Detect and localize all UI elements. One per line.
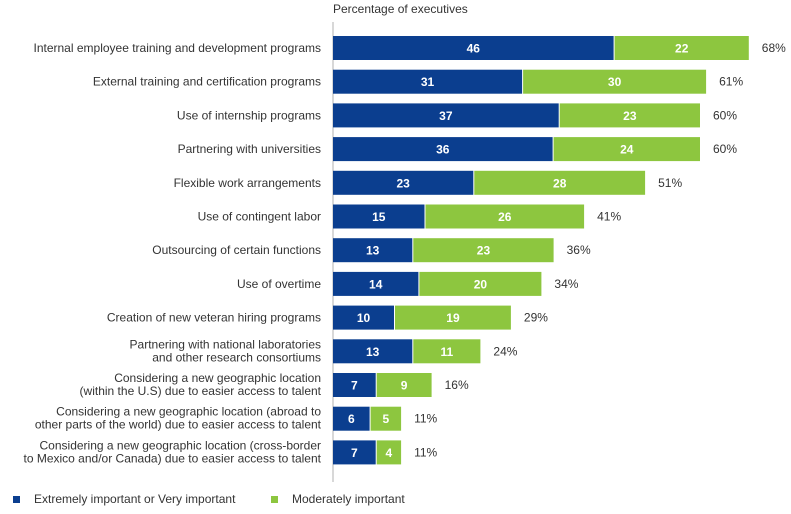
total-label-4: 60% <box>713 142 737 156</box>
category-label-line: to Mexico and/or Canada) due to easier a… <box>23 451 321 465</box>
bar-2-6 <box>425 204 585 229</box>
data-label-1-8: 14 <box>369 277 383 291</box>
bar-2-2 <box>523 69 707 94</box>
bar-1-10 <box>333 339 413 364</box>
data-label-1-11: 7 <box>351 379 358 393</box>
category-label-5: Flexible work arrangements <box>174 176 321 190</box>
category-label-3: Use of internship programs <box>177 108 321 122</box>
bar-1-12 <box>333 406 370 431</box>
category-label-1: Internal employee training and developme… <box>33 41 321 55</box>
bar-2-3 <box>559 103 700 128</box>
category-label-8: Use of overtime <box>237 277 321 291</box>
data-label-2-3: 23 <box>623 109 637 123</box>
bar-2-10 <box>413 339 481 364</box>
bar-1-1 <box>333 36 614 60</box>
category-label-line: (within the U.S) due to easier access to… <box>80 384 322 398</box>
data-label-2-5: 28 <box>553 176 567 190</box>
category-label-line: Considering a new geographic location (a… <box>56 405 321 419</box>
bar-1-4 <box>333 137 553 162</box>
bar-1-8 <box>333 271 419 296</box>
total-label-13: 11% <box>414 445 437 459</box>
category-label-line: Partnering with national laboratories <box>130 337 321 351</box>
bar-2-7 <box>413 238 554 263</box>
bar-1-6 <box>333 204 425 229</box>
data-label-2-12: 5 <box>383 412 390 426</box>
bar-1-7 <box>333 238 413 263</box>
category-label-4: Partnering with universities <box>178 142 321 156</box>
category-label-6: Use of contingent labor <box>198 210 321 224</box>
data-label-2-10: 11 <box>441 345 454 359</box>
bar-1-2 <box>333 69 523 94</box>
data-label-1-2: 31 <box>421 75 435 89</box>
legend-label-series-1: Extremely important or Very important <box>34 492 236 506</box>
data-label-1-3: 37 <box>439 109 453 123</box>
category-label-13: Considering a new geographic location (c… <box>23 438 321 465</box>
bar-2-12 <box>370 406 402 431</box>
category-label-11: Considering a new geographic location (wi… <box>80 371 322 398</box>
legend-item-series-1: Extremely important or Very important <box>13 492 235 506</box>
data-label-2-8: 20 <box>474 277 488 291</box>
data-label-1-9: 10 <box>357 311 371 325</box>
total-label-5: 51% <box>658 176 682 190</box>
data-label-2-13: 4 <box>386 446 393 460</box>
category-label-10: Partnering with national laboratories and… <box>130 337 321 364</box>
bar-1-11 <box>333 373 376 397</box>
data-label-1-1: 46 <box>467 42 481 56</box>
category-label-line: other parts of the world) due to easier … <box>35 418 322 432</box>
category-label-line: Considering a new geographic location <box>114 371 321 385</box>
total-label-3: 60% <box>713 108 737 122</box>
bar-2-4 <box>553 137 700 162</box>
bar-2-11 <box>376 373 432 397</box>
bar-2-1 <box>614 36 749 60</box>
bar-2-9 <box>395 305 511 330</box>
bar-1-3 <box>333 103 559 128</box>
data-label-1-5: 23 <box>396 176 410 190</box>
total-label-1: 68% <box>762 41 786 55</box>
data-label-1-12: 6 <box>348 412 355 426</box>
total-label-12: 11% <box>414 412 437 426</box>
category-label-9: Creation of new veteran hiring programs <box>107 311 321 325</box>
legend-item-series-2: Moderately important <box>271 492 405 506</box>
bar-2-8 <box>419 271 542 296</box>
category-label-2: External training and certification prog… <box>93 75 321 89</box>
data-label-2-6: 26 <box>498 210 512 224</box>
total-label-8: 34% <box>554 277 578 291</box>
bar-2-13 <box>376 440 402 465</box>
legend-swatch-series-1 <box>13 495 20 503</box>
total-label-10: 24% <box>493 344 517 358</box>
data-label-2-9: 19 <box>446 311 460 325</box>
category-label-line: and other research consortiums <box>152 350 321 364</box>
x-axis-label: Percentage of executives <box>333 2 468 16</box>
data-label-1-10: 13 <box>366 345 380 359</box>
data-label-1-4: 36 <box>436 143 450 157</box>
data-label-2-4: 24 <box>620 143 634 157</box>
category-label-7: Outsourcing of certain functions <box>152 243 321 257</box>
data-label-2-2: 30 <box>608 75 622 89</box>
category-label-line: Considering a new geographic location (c… <box>40 438 321 452</box>
data-label-1-6: 15 <box>372 210 386 224</box>
legend-label-series-2: Moderately important <box>292 492 405 506</box>
bar-2-5 <box>474 170 646 195</box>
total-label-9: 29% <box>524 311 548 325</box>
data-label-2-1: 22 <box>675 42 689 56</box>
data-label-2-7: 23 <box>477 244 491 258</box>
bar-1-9 <box>333 305 394 330</box>
total-label-6: 41% <box>597 210 621 224</box>
data-label-1-13: 7 <box>351 446 358 460</box>
total-label-11: 16% <box>445 378 469 392</box>
bar-1-5 <box>333 170 474 195</box>
data-label-2-11: 9 <box>401 379 408 393</box>
category-label-12: Considering a new geographic location (a… <box>35 405 322 432</box>
legend-swatch-series-2 <box>271 495 278 503</box>
total-label-7: 36% <box>567 243 591 257</box>
bar-1-13 <box>333 440 376 465</box>
data-label-1-7: 13 <box>366 244 380 258</box>
total-label-2: 61% <box>719 75 743 89</box>
